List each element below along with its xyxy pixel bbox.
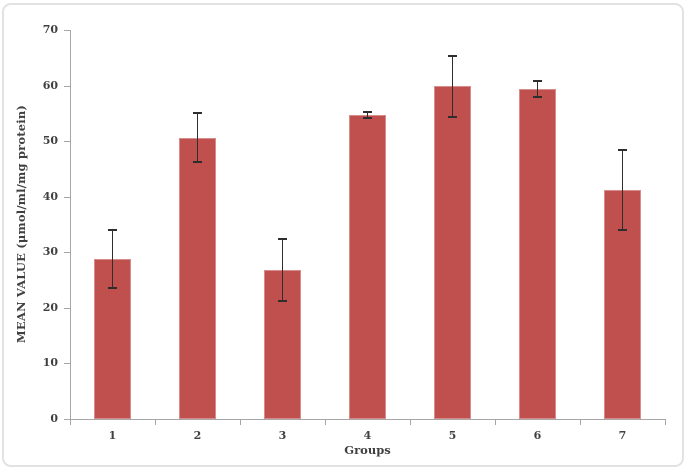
y-axis-tick	[64, 196, 70, 198]
y-axis-tick	[64, 30, 70, 31]
x-axis-tick	[410, 420, 411, 425]
x-axis-tick	[580, 420, 581, 425]
y-tick-label: 70	[42, 23, 58, 36]
x-tick-label: 5	[448, 429, 457, 442]
x-tick-label: 7	[618, 429, 627, 442]
x-axis-tick	[70, 420, 71, 425]
error-bar-cap-bottom	[278, 300, 287, 303]
error-bar-cap-top	[448, 54, 457, 57]
y-tick-label: 40	[42, 189, 58, 203]
error-bar-line	[196, 113, 199, 163]
x-tick-label: 1	[108, 429, 117, 442]
error-bar-cap-bottom	[108, 287, 117, 290]
bar-group-4	[349, 115, 386, 419]
error-bar-cap-bottom	[533, 96, 542, 99]
error-bar-cap-top	[618, 149, 627, 152]
x-tick-label: 4	[363, 429, 372, 442]
error-bar-cap-top	[363, 110, 372, 113]
error-bar-cap-bottom	[448, 115, 457, 118]
error-bar-line	[536, 80, 539, 98]
error-bar-cap-top	[278, 237, 287, 240]
y-axis-tick	[64, 252, 70, 254]
x-axis-line	[70, 419, 666, 420]
x-tick-label: 2	[193, 429, 202, 442]
y-tick-label: 50	[42, 134, 58, 148]
x-axis-tick	[155, 420, 156, 425]
y-axis-tick	[64, 141, 70, 143]
error-bar-cap-top	[533, 79, 542, 82]
bar-group-2	[179, 137, 216, 419]
error-bar-line	[621, 150, 624, 231]
y-tick-label: 20	[42, 300, 58, 314]
error-bar-cap-bottom	[193, 161, 202, 164]
error-bar-line	[366, 111, 369, 119]
x-axis-tick	[240, 420, 241, 425]
error-bar-line	[281, 238, 284, 302]
error-bar-cap-bottom	[618, 229, 627, 232]
y-axis-tick	[64, 85, 70, 87]
x-axis-tick	[325, 420, 326, 425]
bar-group-6	[519, 88, 556, 419]
y-axis-tick	[64, 363, 70, 365]
error-bar-cap-bottom	[363, 117, 372, 120]
y-axis-tick	[64, 307, 70, 309]
y-axis-tick	[64, 419, 70, 420]
y-tick-label: 0	[50, 412, 58, 425]
y-tick-label: 60	[42, 78, 58, 92]
x-axis-tick	[665, 420, 666, 425]
error-bar-cap-top	[108, 228, 117, 231]
y-axis-line	[70, 30, 71, 420]
error-bar-line	[111, 229, 114, 289]
bar-group-5	[434, 86, 471, 419]
error-bar-line	[451, 55, 454, 117]
x-tick-label: 6	[533, 429, 542, 442]
y-tick-label: 30	[42, 245, 58, 259]
y-tick-label: 10	[42, 356, 58, 370]
error-bar-cap-top	[193, 112, 202, 115]
x-axis-title: Groups	[344, 443, 391, 457]
x-axis-tick	[495, 420, 496, 425]
x-tick-label: 3	[278, 429, 287, 442]
